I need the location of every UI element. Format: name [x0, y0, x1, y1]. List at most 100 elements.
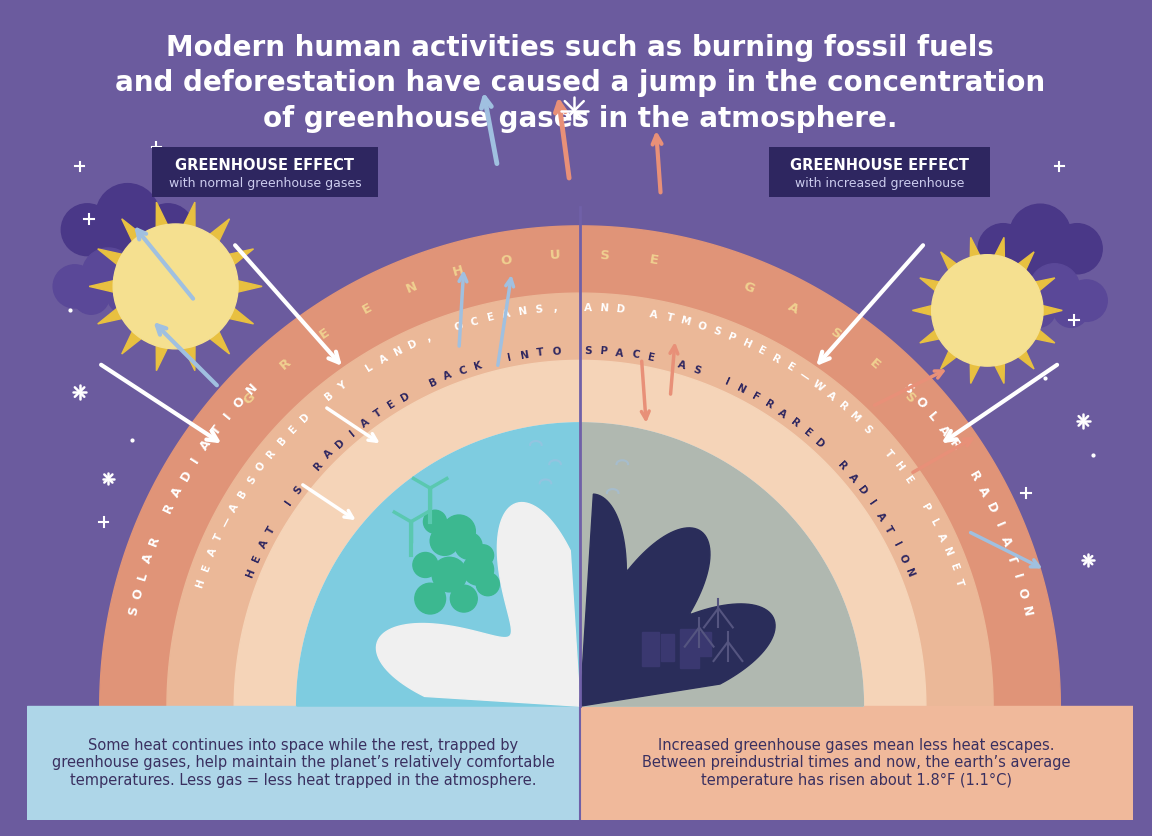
- Circle shape: [430, 527, 458, 555]
- Text: D: D: [298, 411, 311, 425]
- Text: O: O: [453, 320, 464, 333]
- Text: S: S: [245, 474, 258, 487]
- Circle shape: [432, 558, 467, 592]
- Text: R: R: [967, 469, 983, 483]
- Text: O: O: [500, 253, 513, 268]
- Text: S: S: [712, 326, 722, 338]
- Text: L: L: [135, 570, 150, 582]
- Text: O: O: [912, 395, 929, 410]
- Text: T: T: [265, 524, 278, 536]
- Text: E: E: [359, 300, 373, 316]
- Bar: [581, 706, 1134, 819]
- Circle shape: [107, 278, 144, 314]
- Text: A: A: [501, 308, 511, 320]
- Text: D: D: [813, 437, 826, 450]
- Text: A: A: [874, 511, 887, 522]
- Circle shape: [53, 265, 97, 308]
- Text: S: S: [291, 484, 304, 497]
- Circle shape: [113, 224, 238, 349]
- Text: E: E: [802, 427, 813, 439]
- Circle shape: [932, 255, 1043, 366]
- Text: A: A: [825, 390, 836, 403]
- Text: Y: Y: [336, 380, 348, 392]
- Text: T: T: [882, 524, 895, 536]
- Circle shape: [96, 184, 159, 247]
- FancyBboxPatch shape: [152, 147, 378, 197]
- Polygon shape: [100, 226, 1060, 706]
- Text: E: E: [287, 423, 300, 436]
- Text: —: —: [797, 370, 811, 384]
- Text: A: A: [615, 348, 624, 359]
- Text: T: T: [882, 448, 895, 460]
- Circle shape: [978, 224, 1029, 274]
- Text: S: S: [901, 381, 916, 397]
- Text: I: I: [189, 455, 203, 466]
- Text: ,: ,: [424, 332, 432, 343]
- Text: E: E: [251, 553, 263, 563]
- Text: I: I: [866, 499, 877, 507]
- Polygon shape: [234, 360, 926, 706]
- Text: O: O: [552, 346, 561, 357]
- Text: GREENHOUSE EFFECT: GREENHOUSE EFFECT: [790, 158, 969, 173]
- Text: R: R: [161, 501, 177, 515]
- Polygon shape: [297, 423, 863, 706]
- Text: P: P: [727, 332, 737, 344]
- Circle shape: [121, 265, 164, 308]
- Text: D: D: [334, 437, 347, 450]
- Circle shape: [450, 585, 477, 612]
- Text: A: A: [676, 359, 688, 372]
- Text: E: E: [902, 475, 915, 486]
- Polygon shape: [912, 237, 1062, 384]
- Text: T: T: [665, 312, 674, 324]
- Text: B: B: [275, 436, 288, 448]
- Circle shape: [415, 584, 446, 614]
- Text: A: A: [197, 438, 214, 453]
- Text: I: I: [506, 353, 511, 363]
- Text: S: S: [599, 248, 609, 263]
- Text: A: A: [257, 538, 270, 550]
- Circle shape: [1029, 263, 1079, 314]
- Text: R: R: [789, 416, 801, 430]
- Circle shape: [424, 510, 447, 533]
- Text: R: R: [763, 399, 775, 411]
- Text: I: I: [221, 410, 234, 422]
- FancyBboxPatch shape: [770, 147, 991, 197]
- Text: L: L: [925, 409, 940, 424]
- Text: N: N: [520, 349, 530, 361]
- Text: L: L: [927, 517, 940, 528]
- Text: O: O: [1015, 587, 1030, 600]
- Text: S: S: [902, 390, 918, 406]
- Text: T: T: [954, 578, 965, 588]
- Polygon shape: [377, 502, 581, 706]
- Text: M: M: [848, 410, 863, 425]
- Text: O: O: [232, 395, 248, 410]
- Polygon shape: [89, 202, 263, 370]
- Text: E: E: [646, 352, 655, 364]
- Text: E: E: [785, 361, 796, 374]
- Text: Modern human activities such as burning fossil fuels
and deforestation have caus: Modern human activities such as burning …: [115, 33, 1045, 133]
- Text: H: H: [741, 338, 753, 350]
- Text: R: R: [835, 460, 848, 472]
- Text: I: I: [283, 499, 294, 507]
- Text: R: R: [836, 400, 849, 413]
- Bar: [699, 632, 711, 656]
- Circle shape: [1000, 239, 1043, 281]
- Text: R: R: [946, 438, 963, 453]
- Text: S: S: [861, 423, 873, 436]
- Text: T: T: [213, 532, 225, 543]
- Text: N: N: [1018, 605, 1033, 618]
- Circle shape: [85, 219, 129, 263]
- Text: Increased greenhouse gases mean less heat escapes.
Between preindustrial times a: Increased greenhouse gases mean less hea…: [643, 738, 1071, 788]
- Text: E: E: [948, 563, 960, 573]
- Text: C: C: [457, 364, 468, 376]
- Text: B: B: [427, 376, 439, 389]
- Text: H: H: [450, 263, 465, 279]
- Text: with normal greenhouse gases: with normal greenhouse gases: [168, 176, 362, 190]
- Text: I: I: [348, 428, 357, 438]
- Text: T: T: [536, 348, 545, 359]
- Text: A: A: [935, 532, 947, 543]
- Text: R: R: [265, 448, 278, 461]
- Text: F: F: [750, 390, 760, 403]
- Text: N: N: [517, 306, 528, 317]
- Polygon shape: [297, 423, 581, 706]
